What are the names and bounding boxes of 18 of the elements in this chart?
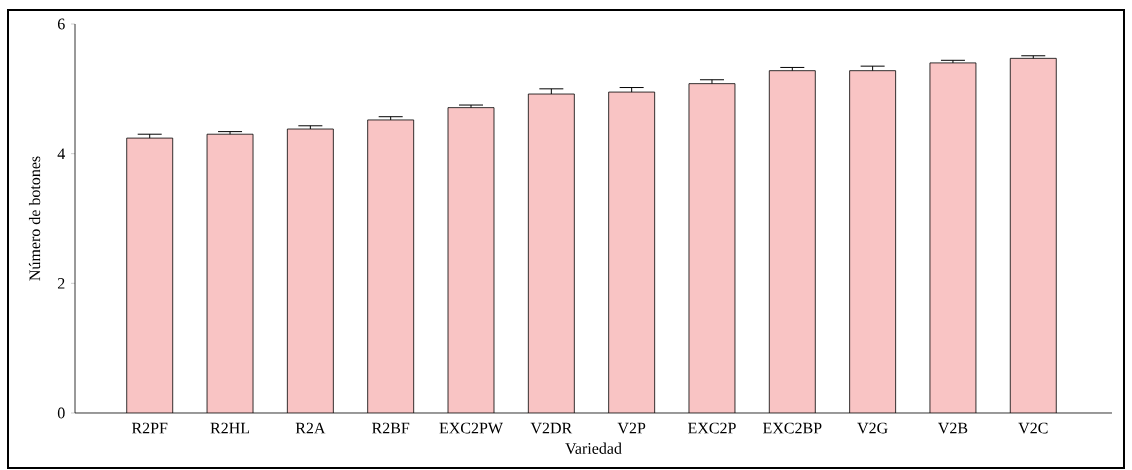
x-tick-label: EXC2BP bbox=[762, 422, 822, 434]
x-tick-label: R2PF bbox=[131, 422, 168, 434]
x-tick-label: V2C bbox=[1018, 422, 1048, 434]
y-tick-label: 0 bbox=[57, 407, 65, 419]
x-tick-label: R2A bbox=[295, 422, 326, 434]
x-tick-label: EXC2PW bbox=[439, 422, 503, 434]
y-tick-label: 2 bbox=[57, 278, 65, 289]
x-tick-label: R2BF bbox=[372, 422, 410, 434]
x-axis-title: Variedad bbox=[565, 442, 622, 454]
x-tick-label: V2P bbox=[617, 422, 646, 434]
y-tick-label: 4 bbox=[57, 148, 66, 159]
x-tick-label: V2B bbox=[938, 422, 968, 434]
x-tick-label: R2HL bbox=[210, 422, 250, 434]
y-tick-label: 6 bbox=[57, 18, 65, 30]
x-tick-label: V2DR bbox=[530, 422, 573, 434]
x-tick-label: EXC2P bbox=[688, 422, 736, 434]
y-axis-title: Número de botones bbox=[28, 156, 41, 281]
x-tick-label: V2G bbox=[857, 422, 888, 434]
